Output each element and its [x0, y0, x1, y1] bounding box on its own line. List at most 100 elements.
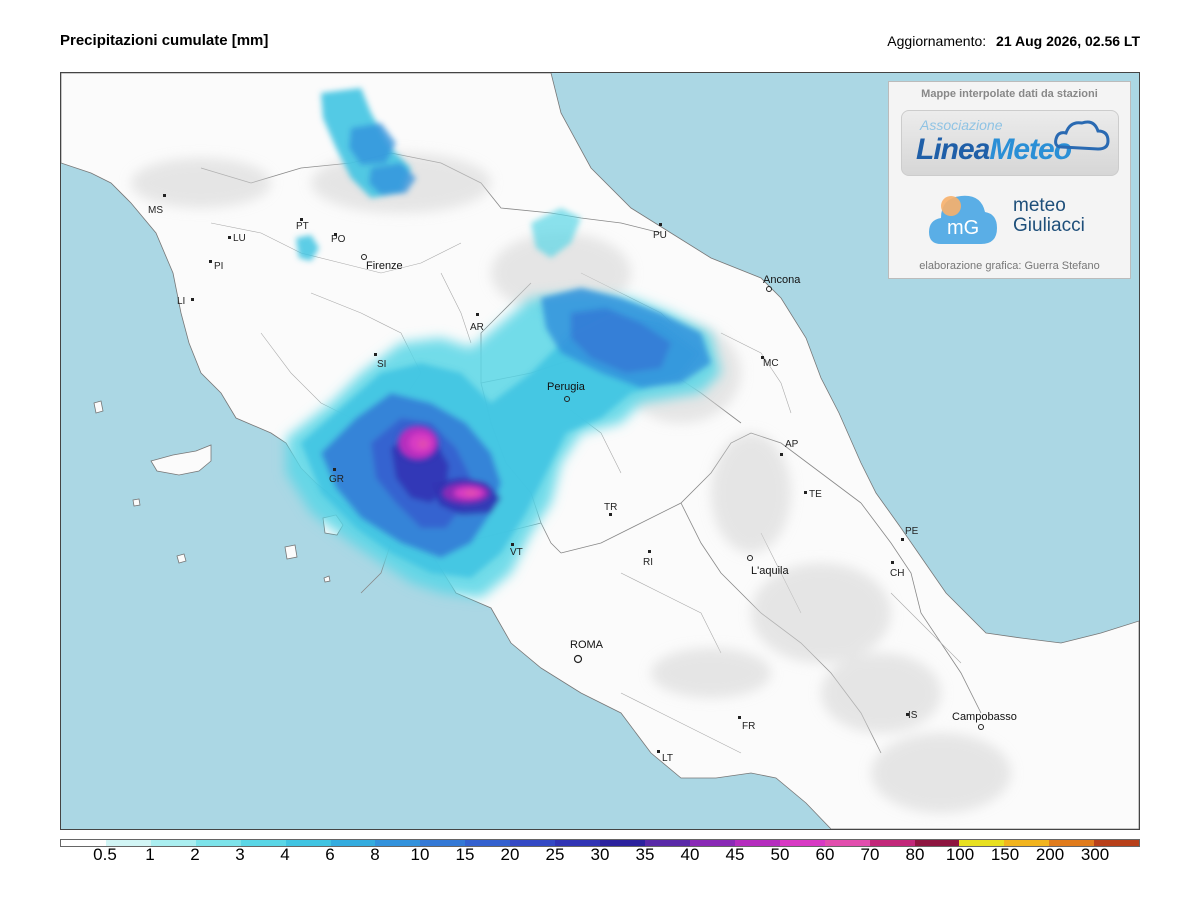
lineameteo-linea: Linea — [916, 133, 990, 166]
meteogiuliacci-line2: Giuliacci — [1013, 215, 1085, 236]
city-label: AR — [470, 322, 484, 333]
legend-color-step — [824, 840, 870, 846]
legend-color-step — [1094, 840, 1140, 846]
legend-color-step — [105, 840, 151, 846]
city-label: Campobasso — [952, 711, 1017, 723]
city-label: PO — [331, 234, 346, 245]
legend-label: 200 — [1035, 845, 1065, 864]
legend-label: 3 — [235, 845, 245, 864]
legend-color-step — [644, 840, 690, 846]
island-capraia — [93, 400, 104, 414]
mg-mark-text: mG — [947, 217, 979, 239]
lineameteo-meteo: Meteo — [989, 133, 1072, 166]
legend-label: 4 — [280, 845, 290, 864]
meteogiuliacci-cloud-icon: mG — [929, 195, 997, 244]
island-montecristo — [176, 553, 187, 564]
update-timestamp: 21 Aug 2026, 02.56 LT — [996, 33, 1140, 49]
update-info: Aggiornamento: 21 Aug 2026, 02.56 LT — [887, 33, 1140, 49]
city-label: SI — [377, 359, 386, 370]
legend-color-step — [150, 840, 196, 846]
city-label: Ancona — [763, 274, 801, 286]
legend-label: 50 — [770, 845, 790, 864]
city-label: ROMA — [570, 639, 604, 651]
city-label: MS — [148, 205, 163, 216]
city-label: IS — [908, 710, 918, 721]
city-label: AP — [785, 439, 799, 450]
legend-label: 60 — [815, 845, 835, 864]
island-giannutri — [323, 575, 331, 583]
legend-label: 0.5 — [93, 845, 117, 864]
lineameteo-name: LineaMeteo — [916, 133, 1072, 167]
city-label: RI — [643, 557, 653, 568]
city-label: PT — [296, 221, 309, 232]
city-label: Perugia — [547, 381, 586, 393]
legend-color-step — [61, 840, 106, 846]
legend-color-step — [465, 840, 511, 846]
graphic-credit: elaborazione grafica: Guerra Stefano — [919, 260, 1100, 272]
city-label: PU — [653, 230, 667, 241]
legend-label: 6 — [325, 845, 335, 864]
legend-label: 2 — [190, 845, 200, 864]
legend-label: 70 — [860, 845, 880, 864]
city-label: CH — [890, 568, 904, 579]
legend-label: 80 — [905, 845, 925, 864]
legend-color-step — [1004, 840, 1050, 846]
legend-color-step — [779, 840, 825, 846]
city-label: PI — [214, 261, 223, 272]
lineameteo-assoc-text: Associazione — [920, 117, 1003, 133]
legend-color-step — [330, 840, 376, 846]
precipitation-map[interactable]: MS LU PT PO PI LI Firenze AR SI GR Perug… — [60, 72, 1140, 830]
legend-label: 1 — [145, 845, 155, 864]
legend-label: 40 — [680, 845, 700, 864]
meteogiuliacci-text: meteo Giuliacci — [1013, 196, 1085, 236]
legend-color-step — [869, 840, 915, 846]
legend-label: 100 — [945, 845, 975, 864]
legend-color-step — [285, 840, 331, 846]
legend-label: 8 — [370, 845, 380, 864]
legend-label: 45 — [725, 845, 745, 864]
legend-color-step — [195, 840, 241, 846]
legend-label: 35 — [635, 845, 655, 864]
legend-colorbar — [60, 839, 1140, 847]
city-label: FR — [742, 721, 755, 732]
precipitation-field — [286, 88, 721, 598]
legend-color-step — [600, 840, 645, 846]
city-label: LT — [662, 753, 673, 764]
city-label: MC — [763, 358, 779, 369]
island-elba — [150, 444, 212, 476]
legend-label: 300 — [1080, 845, 1110, 864]
legend-label: 15 — [455, 845, 475, 864]
city-labels: MS LU PT PO PI LI Firenze AR SI GR Perug… — [148, 205, 1017, 764]
legend-labels: 0.5 1 2 3 4 6 8 10 15 20 25 30 35 40 45 50 60 70 80 100 150 2… — [60, 845, 1140, 865]
map-title: Precipitazioni cumulate [mm] — [60, 32, 269, 49]
legend-color-step — [420, 840, 466, 846]
legend-color-step — [240, 840, 286, 846]
city-label: L'aquila — [751, 565, 789, 577]
meteogiuliacci-line1: meteo — [1013, 195, 1066, 216]
city-label: LU — [233, 233, 246, 244]
city-label: TR — [604, 502, 617, 513]
city-label: PE — [905, 526, 919, 537]
legend-color-step — [959, 840, 1005, 846]
city-label: Firenze — [366, 260, 403, 272]
city-label: GR — [329, 474, 344, 485]
legend-color-step — [510, 840, 556, 846]
lineameteo-logo: Associazione LineaMeteo — [901, 110, 1119, 176]
update-label: Aggiornamento: — [887, 33, 987, 49]
info-box: Mappe interpolate dati da stazioni Assoc… — [888, 81, 1131, 279]
map-svg: MS LU PT PO PI LI Firenze AR SI GR Perug… — [61, 73, 1139, 829]
legend-color-step — [734, 840, 780, 846]
cloud-icon — [1054, 120, 1110, 151]
legend-label: 25 — [545, 845, 565, 864]
legend-color-step — [555, 840, 601, 846]
city-label: TE — [809, 489, 822, 500]
island-giglio — [284, 544, 298, 560]
info-box-header: Mappe interpolate dati da stazioni — [921, 88, 1098, 100]
legend-label: 20 — [500, 845, 520, 864]
legend-color-step — [689, 840, 735, 846]
legend-label: 150 — [990, 845, 1020, 864]
precip-max-cells — [398, 426, 490, 504]
island-pianosa — [132, 498, 141, 507]
legend-color-step — [914, 840, 960, 846]
legend-color-step — [375, 840, 421, 846]
